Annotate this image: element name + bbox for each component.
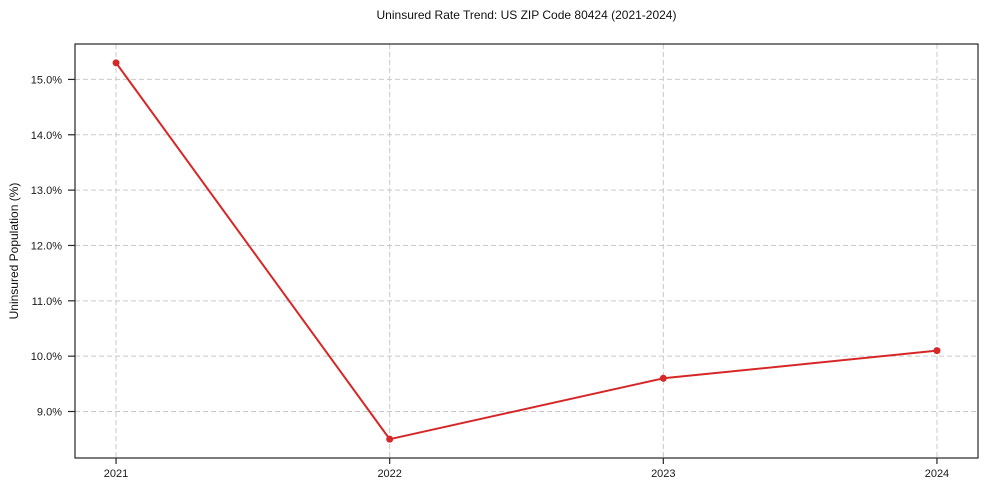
- y-axis-tick-label: 13.0%: [31, 185, 62, 197]
- plot-border: [74, 43, 979, 459]
- y-axis-tick-label: 9.0%: [37, 407, 62, 419]
- y-axis-tick-label: 15.0%: [31, 74, 62, 86]
- data-point-marker: [386, 435, 394, 443]
- y-axis-tick-label: 14.0%: [31, 130, 62, 142]
- chart-title: Uninsured Rate Trend: US ZIP Code 80424 …: [376, 8, 677, 22]
- y-axis-tick-label: 11.0%: [32, 296, 63, 308]
- data-point-marker: [933, 347, 941, 355]
- data-point-marker: [112, 59, 120, 67]
- y-axis-tick-label: 10.0%: [31, 351, 62, 363]
- series-line: [115, 61, 938, 441]
- x-axis-tick-label: 2022: [377, 468, 401, 480]
- x-axis-tick-label: 2024: [925, 468, 949, 480]
- y-axis-tick-label: 12.0%: [31, 240, 62, 252]
- data-point-marker: [659, 374, 667, 382]
- x-axis-tick-label: 2021: [104, 468, 128, 480]
- x-axis-tick-label: 2023: [651, 468, 675, 480]
